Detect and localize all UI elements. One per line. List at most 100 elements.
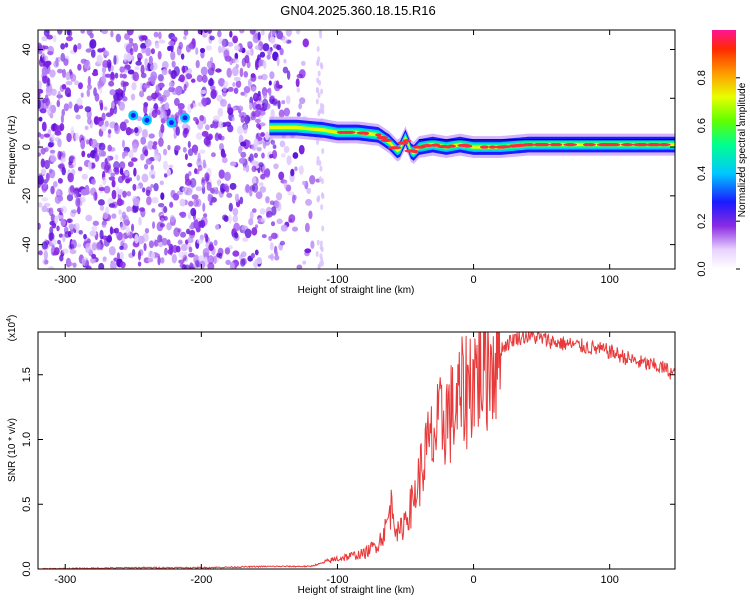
noise-speck xyxy=(60,43,66,50)
noise-speck xyxy=(41,66,48,77)
noise-speck xyxy=(267,48,272,56)
noise-speck xyxy=(161,61,169,70)
noise-speck xyxy=(316,60,320,67)
noise-speck xyxy=(114,154,119,161)
noise-speck xyxy=(159,180,164,186)
noise-speck xyxy=(298,144,305,155)
noise-speck xyxy=(155,42,160,49)
noise-speck xyxy=(130,93,136,101)
noise-speck xyxy=(259,122,266,127)
noise-speck xyxy=(103,164,110,174)
signal-peak xyxy=(479,145,489,149)
y-tick-label: 1.5 xyxy=(21,367,33,382)
noise-speck xyxy=(162,160,169,171)
noise-speck xyxy=(188,246,193,253)
noise-speck xyxy=(201,74,208,83)
noise-speck xyxy=(94,191,98,201)
y-tick-label: 0.5 xyxy=(21,497,33,512)
noise-speck xyxy=(199,260,206,269)
noise-speck xyxy=(91,242,97,251)
noise-speck xyxy=(184,153,188,161)
noise-speck xyxy=(43,159,50,170)
noise-speck xyxy=(60,114,64,124)
noise-speck xyxy=(49,69,56,78)
noise-speck xyxy=(260,218,266,223)
noise-speck xyxy=(189,262,194,269)
noise-speck xyxy=(317,263,321,269)
noise-speck xyxy=(300,60,306,66)
noise-speck xyxy=(247,41,253,46)
x-tick-label: -200 xyxy=(190,574,212,586)
noise-speck xyxy=(265,196,270,204)
noise-speck xyxy=(302,38,310,48)
noise-speck xyxy=(234,232,239,239)
noise-speck xyxy=(193,198,199,208)
noise-speck xyxy=(183,30,189,36)
noise-speck xyxy=(56,99,61,108)
noise-speck xyxy=(107,144,112,152)
noise-speck xyxy=(294,166,298,172)
noise-speck xyxy=(64,42,69,48)
noise-speck xyxy=(309,174,316,185)
noise-speck xyxy=(122,81,129,87)
noise-speck xyxy=(87,84,92,91)
snr-scale-label: (x104) xyxy=(6,315,18,342)
noise-speck xyxy=(243,71,249,78)
noise-speck xyxy=(128,149,134,159)
noise-speck xyxy=(207,78,215,87)
noise-speck xyxy=(66,36,73,42)
noise-speck xyxy=(315,251,319,258)
snr-y-ticks: 0.0 0.5 1.0 1.5 xyxy=(21,367,675,577)
signal-peak xyxy=(387,146,402,150)
noise-speck xyxy=(75,197,81,208)
noise-speck xyxy=(43,250,49,260)
noise-speck xyxy=(270,109,275,119)
noise-speck xyxy=(111,213,117,219)
signal-peak xyxy=(376,136,389,140)
noise-speck xyxy=(107,129,112,135)
noise-speck xyxy=(134,66,140,71)
noise-speck xyxy=(163,173,168,178)
noise-speck xyxy=(219,79,224,87)
noise-speck xyxy=(261,234,267,239)
noise-speck xyxy=(139,90,145,98)
noise-speck xyxy=(148,169,156,179)
noise-speck xyxy=(320,88,324,95)
noise-speck xyxy=(114,72,119,79)
noise-speck xyxy=(102,176,107,186)
noise-speck xyxy=(264,168,271,178)
noise-speck xyxy=(137,261,142,267)
noise-speck xyxy=(150,164,154,171)
noise-speck xyxy=(167,248,173,255)
noise-speck xyxy=(68,163,75,169)
noise-speck xyxy=(57,68,63,74)
noise-speck xyxy=(283,180,288,189)
snr-background xyxy=(38,332,675,569)
noise-speck xyxy=(269,95,275,100)
colorbar-ticks: 0.0 0.2 0.4 0.6 0.8 xyxy=(696,70,740,277)
noise-speck xyxy=(261,152,265,159)
noise-speck xyxy=(73,44,78,53)
noise-speck xyxy=(38,152,42,157)
noise-speck xyxy=(170,50,176,61)
noise-speck xyxy=(134,44,138,52)
y-tick-label: 0 xyxy=(21,144,33,150)
noise-speck xyxy=(63,58,69,66)
noise-speck xyxy=(285,95,291,105)
noise-speck xyxy=(87,161,92,170)
noise-speck xyxy=(135,60,142,66)
noise-speck xyxy=(287,191,295,196)
noise-speck xyxy=(60,218,67,227)
noise-speck xyxy=(56,188,60,196)
noise-speck xyxy=(50,214,56,222)
signal-peak xyxy=(343,130,356,135)
noise-speck xyxy=(295,78,300,88)
spectrogram-frame xyxy=(37,29,676,270)
noise-speck xyxy=(87,75,91,86)
noise-speck xyxy=(101,30,108,35)
colorbar-tick-label: 0.8 xyxy=(696,70,708,85)
noise-speck xyxy=(217,30,222,38)
noise-speck xyxy=(190,103,194,109)
noise-speck xyxy=(269,242,274,251)
noise-speck xyxy=(167,144,171,151)
